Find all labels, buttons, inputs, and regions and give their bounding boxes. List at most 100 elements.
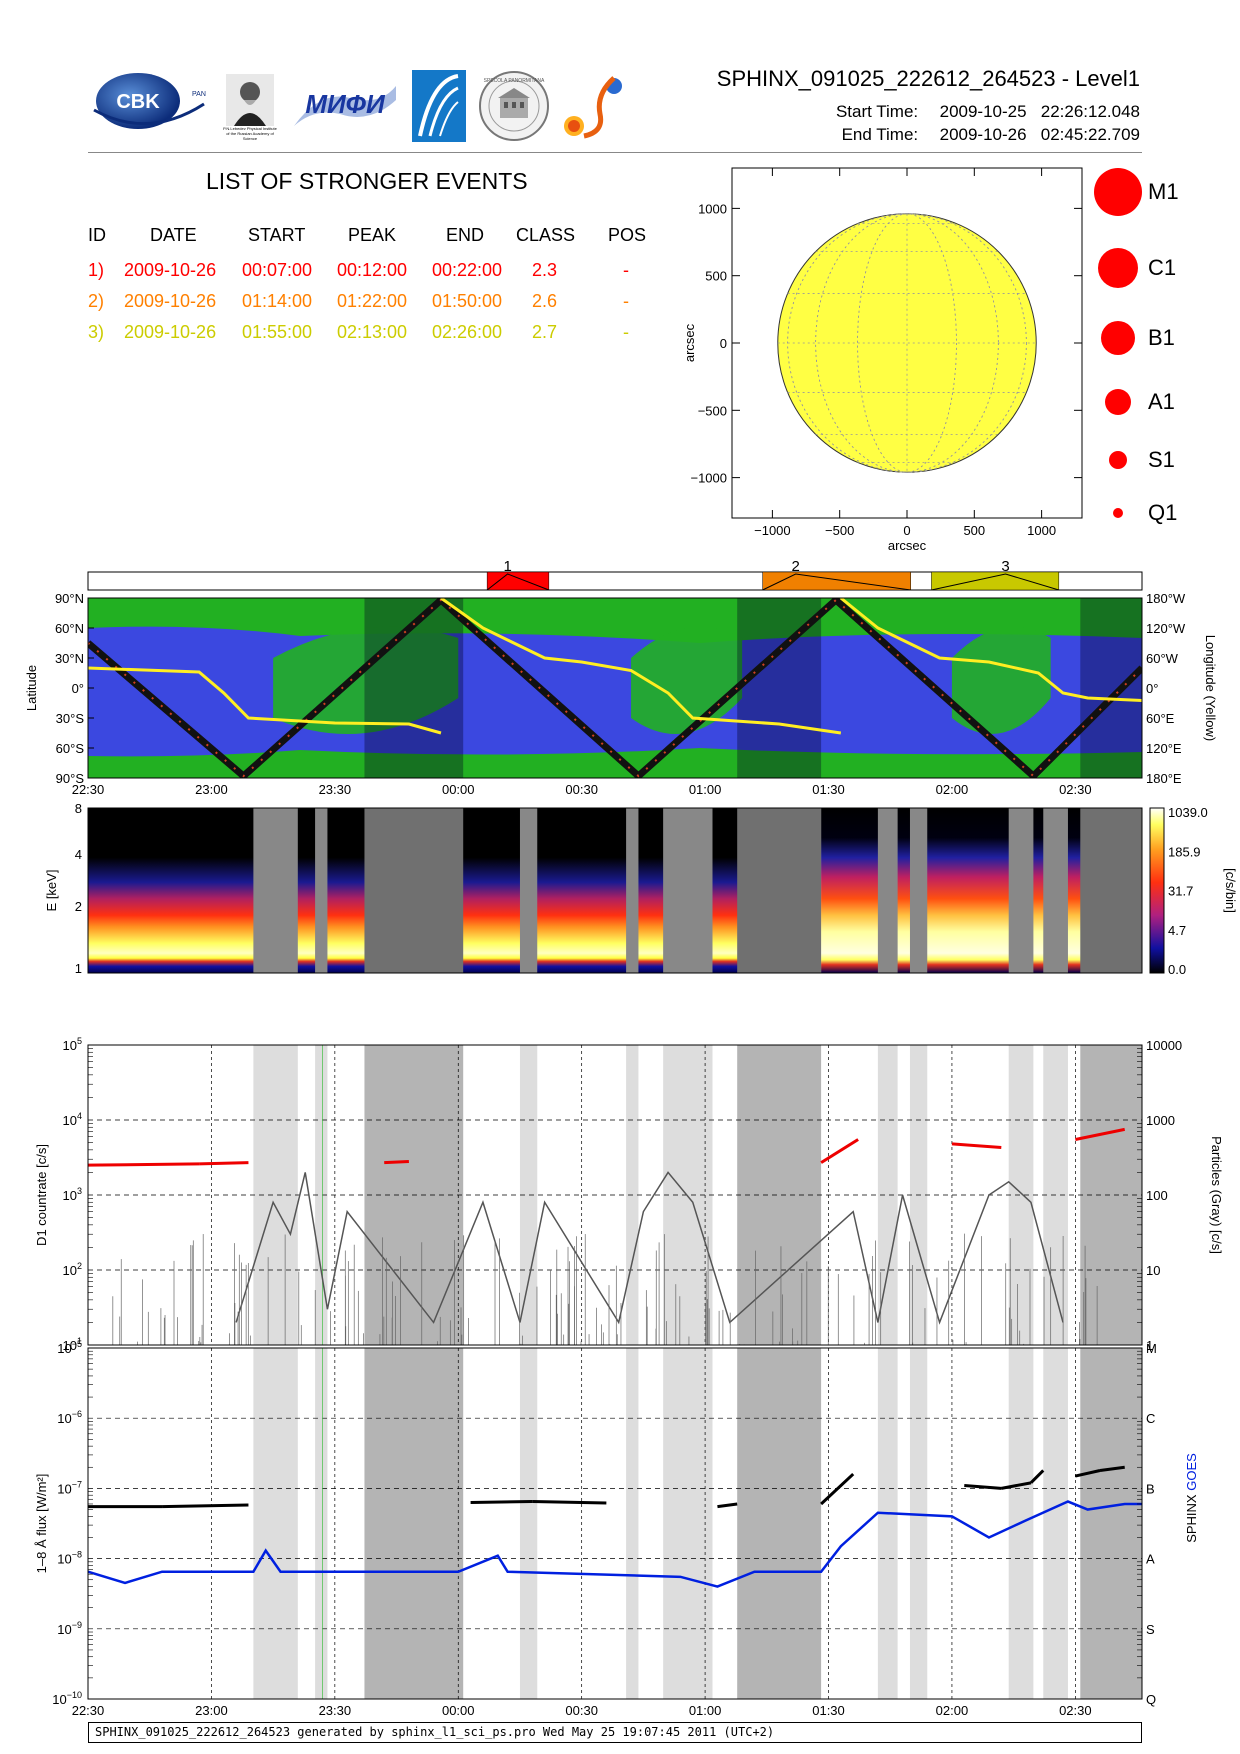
latitude-tick-label: 60°S <box>56 741 85 756</box>
event-bar-peak-marker <box>486 573 550 591</box>
size-legend-item: C1 <box>1092 244 1176 292</box>
end-time-row: End Time: 2009-10-26 02:45:22.709 <box>660 125 1140 145</box>
footer-text: SPHINX_091025_222612_264523 generated by… <box>95 1725 775 1739</box>
energy-tick-label: 4 <box>75 847 82 862</box>
sun-map-ytick-label: 500 <box>705 269 727 284</box>
spectrogram-gap <box>519 808 538 973</box>
d1-countrate-segment <box>87 1162 200 1167</box>
d1-countrate-segment <box>384 1159 409 1165</box>
sphinx-flux-segment <box>820 1472 855 1506</box>
goes-flux-line <box>87 1500 1142 1588</box>
colorbar-tick-label: 0.0 <box>1168 962 1186 977</box>
events-header-class: CLASS <box>516 225 576 245</box>
energy-tick-label: 2 <box>75 899 82 914</box>
size-legend-item: Q1 <box>1092 489 1177 537</box>
satellite-longitude-track <box>440 598 842 735</box>
longitude-gridline <box>787 213 1027 473</box>
longitude-tick-label: 180°E <box>1146 771 1182 786</box>
latitude-tick-label: 30°S <box>56 711 85 726</box>
event-1-id: 1) <box>88 260 105 280</box>
event-3-date: 2009-10-26 <box>124 322 217 342</box>
particles-tick-label: 10000 <box>1146 1038 1182 1053</box>
event-2-id: 2) <box>88 291 105 311</box>
sphinx-flux-segment <box>964 1483 1002 1490</box>
event-1-peak: 00:12:00 <box>337 260 408 280</box>
longitude-gridline <box>857 213 957 473</box>
longitude-tick-label: 120°E <box>1146 741 1182 756</box>
portrait-icon <box>226 73 274 126</box>
rocket-logo <box>412 70 466 142</box>
size-legend-label: B1 <box>1148 325 1175 350</box>
flux-gap <box>663 1348 713 1699</box>
size-legend-marker <box>1098 248 1138 288</box>
spectrogram-gap <box>253 808 298 973</box>
flux-gap <box>519 1348 538 1699</box>
countrate-tick-label: 102 <box>63 1261 82 1278</box>
end-time-label: End Time: <box>841 125 919 144</box>
flux-time-label: 23:00 <box>195 1703 228 1718</box>
cbk-logo-text: CBK <box>116 91 160 113</box>
countrate-frame <box>87 1044 1143 1346</box>
radiation-belt-north-edge <box>88 616 1142 643</box>
event-bar-label: 3 <box>1001 560 1009 575</box>
event-2-pos: - <box>623 291 629 311</box>
rocket-trajectory-icon <box>412 70 466 142</box>
spectrogram <box>88 808 1142 973</box>
flux-class-label: B <box>1146 1481 1155 1496</box>
sphinx-flux-segment <box>1029 1469 1045 1484</box>
size-legend-marker <box>1101 321 1135 355</box>
sphinx-flux-segment <box>1075 1469 1101 1478</box>
event-1-start: 00:07:00 <box>242 260 313 280</box>
flux-time-label: 22:30 <box>72 1703 105 1718</box>
latitude-tick-label: 60°N <box>55 621 84 636</box>
sphinx-flux-segment <box>717 1502 738 1509</box>
sphinx-flux-segment <box>1001 1481 1032 1490</box>
flux-tick-label: 10−9 <box>57 1620 82 1637</box>
flux-tick-label: 10−7 <box>57 1479 82 1496</box>
start-time-value: 2009-10-25 22:26:12.048 <box>939 102 1140 121</box>
latitude-tick-label: 0° <box>72 681 84 696</box>
countrate-tick-label: 101 <box>63 1336 82 1353</box>
mifi-logo-graphic: MИФИ <box>294 86 396 126</box>
d1-countrate-segment <box>1075 1127 1126 1141</box>
flux-tick-label: 10−5 <box>57 1339 82 1356</box>
flux-class-label: C <box>1146 1411 1155 1426</box>
solar-disk <box>777 213 1037 473</box>
orbit-time-label: 01:30 <box>812 782 845 797</box>
seal-text: SPECOLA PANORMITANA <box>483 78 545 84</box>
spectrogram-gap-dark <box>1080 808 1142 973</box>
size-legend-label: Q1 <box>1148 500 1178 525</box>
sun-logo <box>556 74 626 142</box>
size-legend-marker <box>1113 508 1123 518</box>
flux-time-label: 02:30 <box>1059 1703 1092 1718</box>
lebedev-logo: P.N.Lebedev Physical Institute of the Ru… <box>222 72 278 142</box>
particles-tick-label: 1000 <box>1146 1113 1175 1128</box>
header-divider <box>88 152 1142 153</box>
orbit-time-label: 22:30 <box>72 782 105 797</box>
lebedev-caption: P.N.Lebedev Physical Institute of the Ru… <box>223 125 277 141</box>
spectrogram-gap <box>315 808 328 973</box>
event-bar-segment <box>931 571 1060 591</box>
size-legend-dot <box>1105 389 1131 415</box>
page-title: SPHINX_091025_222612_264523 - Level1 <box>716 66 1140 91</box>
satellite-longitude-track <box>88 666 442 735</box>
flux-time-label: 01:30 <box>812 1703 845 1718</box>
event-2-peak: 01:22:00 <box>337 291 408 311</box>
flux-time-label: 00:30 <box>565 1703 598 1718</box>
sun-map-ytick-label: −500 <box>698 403 727 418</box>
flux-time-label: 02:00 <box>936 1703 969 1718</box>
sphinx-flux-segment <box>1099 1465 1125 1472</box>
sphinx-flux-segment <box>532 1500 607 1505</box>
sun-map-xtick-label: 0 <box>903 523 910 538</box>
size-legend-item: A1 <box>1092 378 1175 426</box>
size-legend-item: M1 <box>1092 168 1179 216</box>
events-header-id: ID <box>88 225 106 245</box>
flux-gap <box>1043 1348 1068 1699</box>
size-legend-item: S1 <box>1092 436 1175 484</box>
countrate-tick-label: 105 <box>63 1036 82 1053</box>
d1-countrate-segment <box>199 1161 249 1166</box>
colorbar-label: [c/s/bin] <box>1223 868 1238 913</box>
sun-position-map: −1000 −1000 −500 −500 0 0 500 500 1000 1000 arcsec… <box>682 167 1083 553</box>
event-3-cls: 2.7 <box>532 322 558 342</box>
size-legend-marker <box>1094 168 1142 216</box>
